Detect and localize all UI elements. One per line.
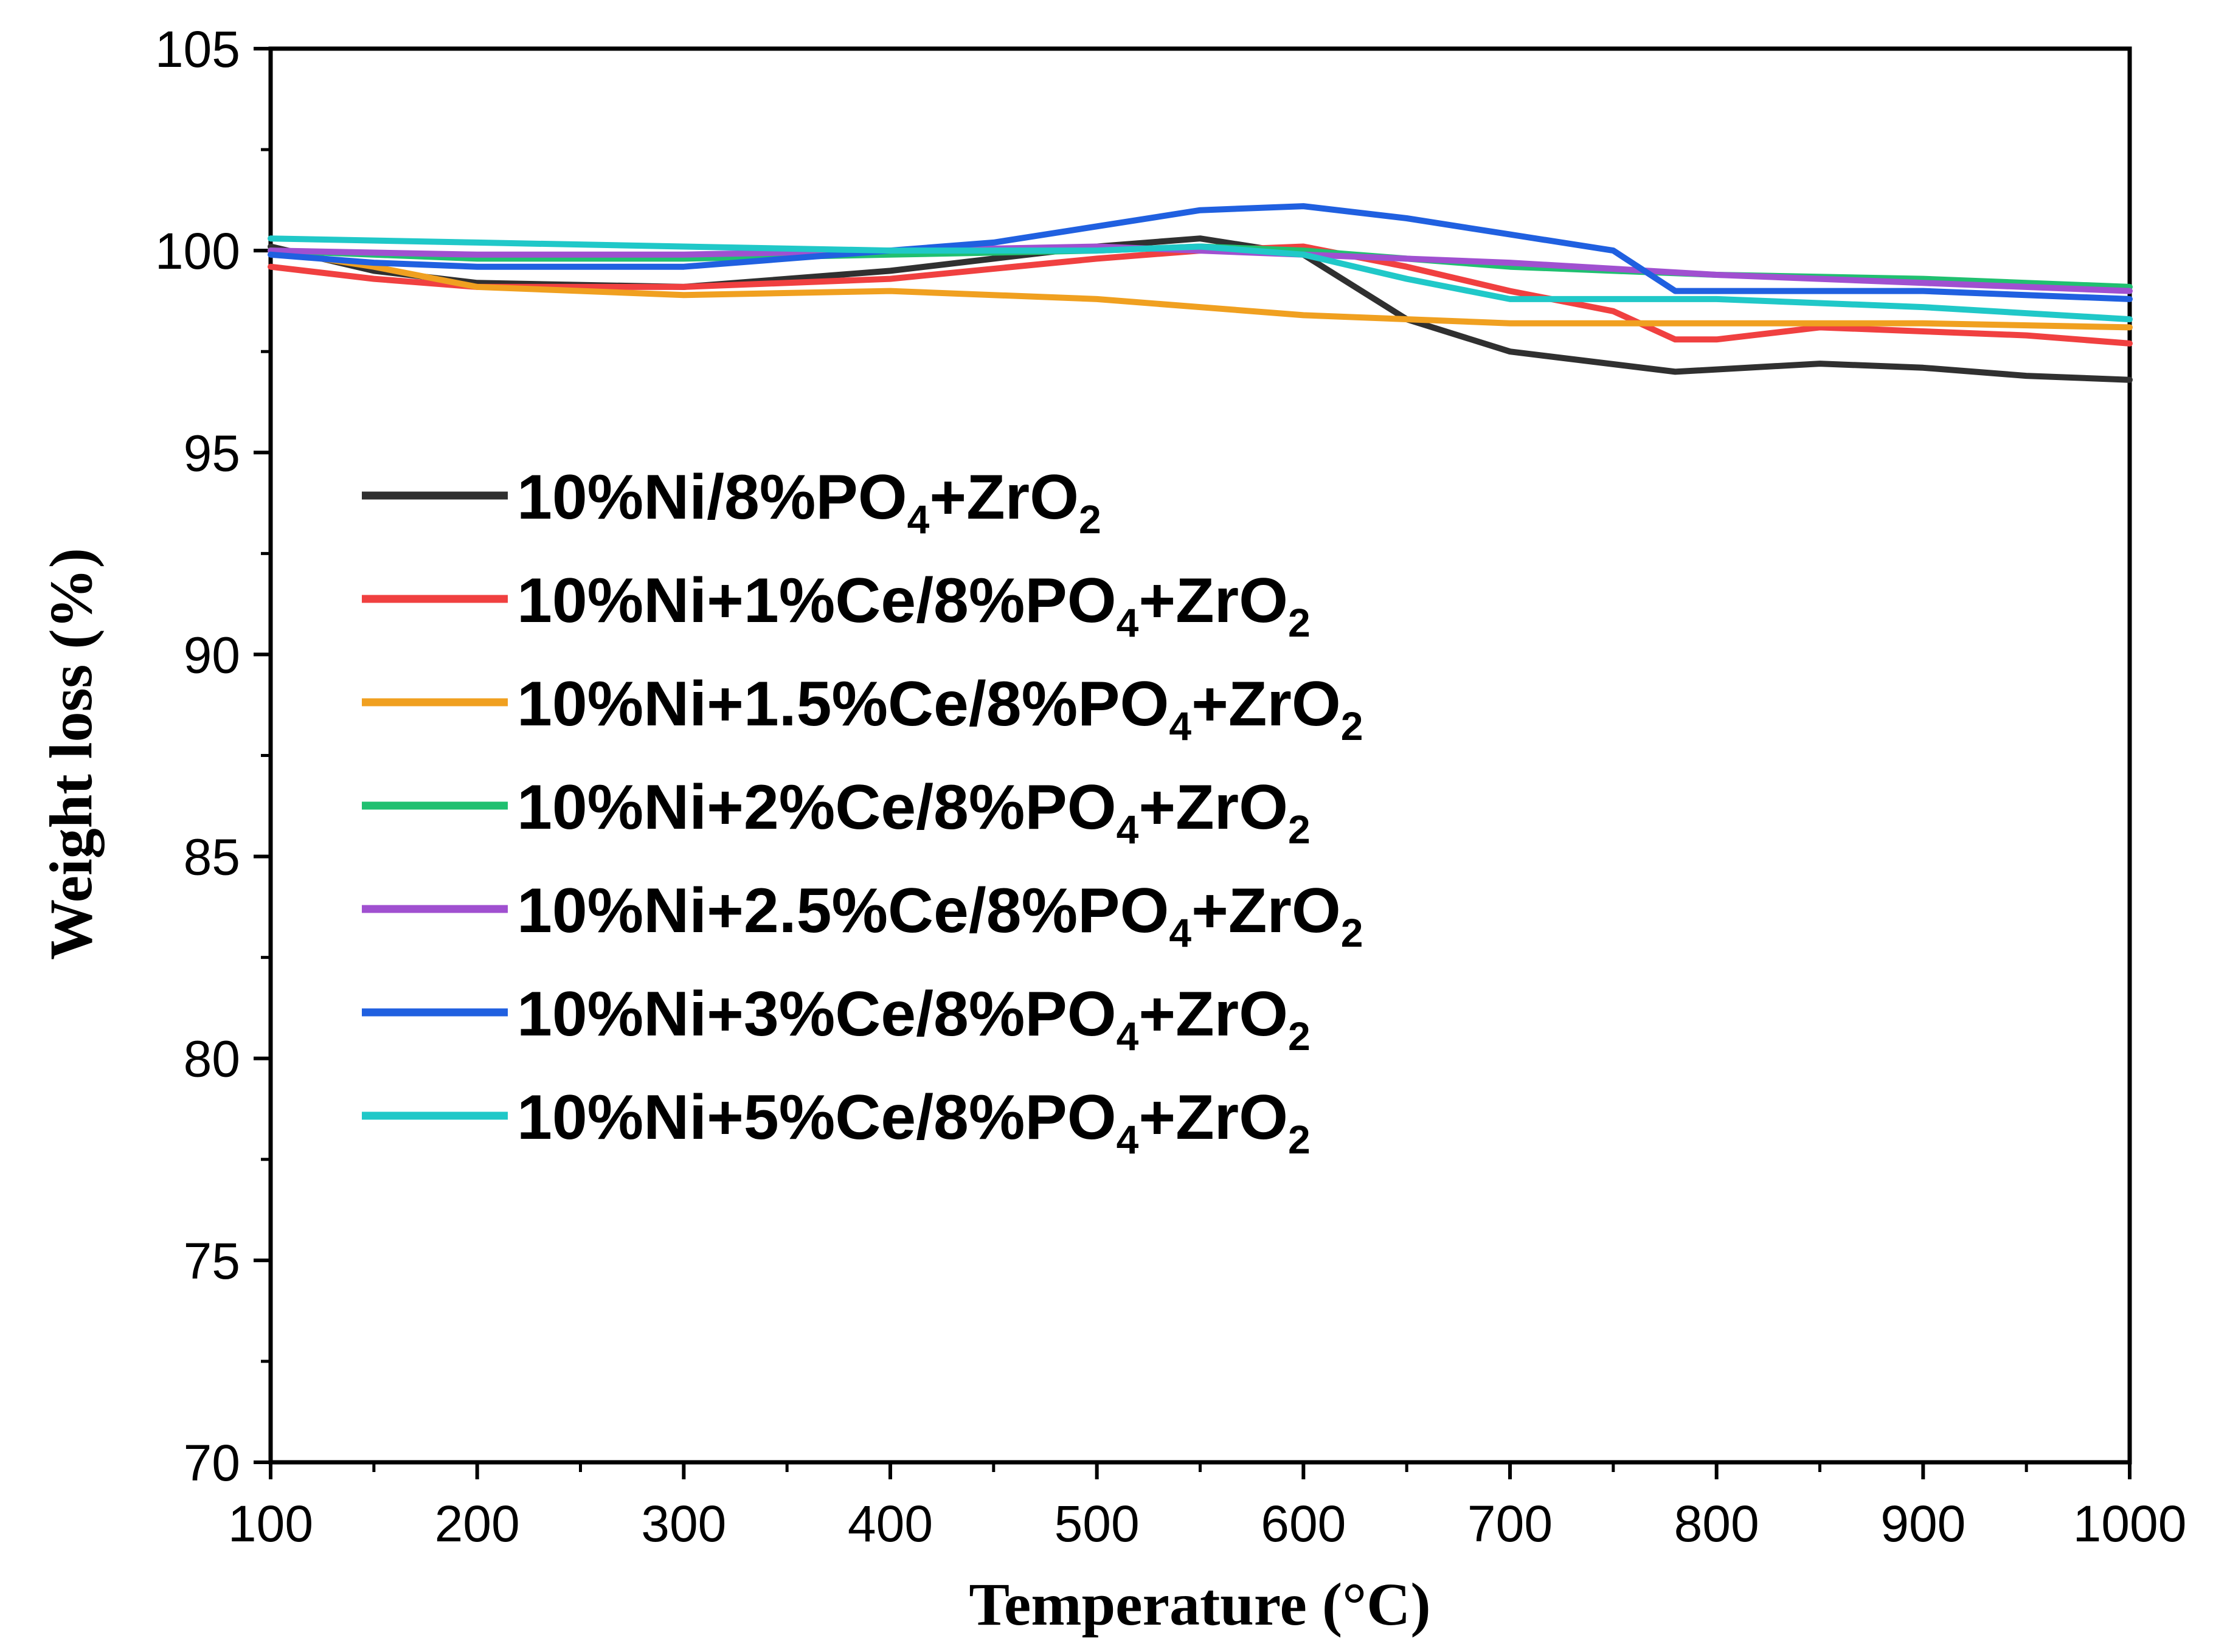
x-tick-label: 1000 — [2073, 1495, 2187, 1552]
y-axis-title: Weight loss (%) — [37, 548, 105, 960]
legend-subscript: 4 — [1117, 807, 1139, 852]
legend-item: 10%Ni+2%Ce/8%PO4+ZrO2 — [362, 772, 1311, 852]
legend-label: 10%Ni+5%Ce/8%PO4+ZrO2 — [517, 1082, 1311, 1162]
legend-text-part: +ZrO — [1138, 565, 1288, 636]
legend-text-part: +ZrO — [1191, 876, 1341, 946]
legend-label: 10%Ni+2.5%Ce/8%PO4+ZrO2 — [517, 876, 1363, 955]
legend-item: 10%Ni+1.5%Ce/8%PO4+ZrO2 — [362, 669, 1363, 748]
series-lines — [268, 203, 2133, 383]
legend-text-part: 10%Ni/8%PO — [517, 462, 907, 533]
legend-text-part: +ZrO — [929, 462, 1079, 533]
legend-label: 10%Ni+3%Ce/8%PO4+ZrO2 — [517, 979, 1311, 1059]
legend-text-part: +ZrO — [1138, 979, 1288, 1049]
legend-subscript: 4 — [1117, 600, 1139, 645]
legend-subscript: 2 — [1079, 497, 1101, 542]
y-tick-labels: 70 75 80 85 90 95 100 105 — [155, 21, 240, 1491]
legend-item: 10%Ni+5%Ce/8%PO4+ZrO2 — [362, 1082, 1311, 1162]
legend-text-part: +ZrO — [1138, 1082, 1288, 1153]
y-tick-label: 75 — [184, 1232, 240, 1290]
legend-subscript: 4 — [1117, 1117, 1139, 1162]
legend-item: 10%Ni+2.5%Ce/8%PO4+ZrO2 — [362, 876, 1363, 955]
legend-label: 10%Ni+2%Ce/8%PO4+ZrO2 — [517, 772, 1311, 852]
legend-text-part: 10%Ni+2%Ce/8%PO — [517, 772, 1117, 843]
legend-subscript: 2 — [1288, 1117, 1311, 1162]
x-axis-title: Temperature (°C) — [969, 1571, 1430, 1638]
y-tick-label: 95 — [184, 424, 240, 482]
series-line — [268, 243, 2133, 347]
legend-label: 10%Ni+1%Ce/8%PO4+ZrO2 — [517, 565, 1311, 645]
legend-subscript: 4 — [907, 497, 930, 542]
x-tick-label: 200 — [435, 1495, 520, 1552]
legend-subscript: 2 — [1341, 910, 1363, 955]
legend-item: 10%Ni+3%Ce/8%PO4+ZrO2 — [362, 979, 1311, 1059]
x-tick-labels: 100 200 300 400 500 600 700 800 900 1000 — [228, 1495, 2187, 1552]
legend-text-part: 10%Ni+1%Ce/8%PO — [517, 565, 1117, 636]
series-line — [268, 243, 2133, 294]
minor-ticks — [261, 148, 2028, 1472]
x-tick-label: 800 — [1674, 1495, 1759, 1552]
legend-text-part: 10%Ni+5%Ce/8%PO — [517, 1082, 1117, 1153]
legend-subscript: 4 — [1169, 703, 1191, 748]
y-tick-label: 90 — [184, 626, 240, 683]
legend-text-part: +ZrO — [1191, 669, 1341, 739]
y-tick-label: 100 — [155, 223, 240, 280]
y-tick-label: 85 — [184, 829, 240, 886]
y-tick-label: 80 — [184, 1031, 240, 1088]
legend-label: 10%Ni/8%PO4+ZrO2 — [517, 462, 1101, 542]
series-line — [268, 235, 2133, 323]
legend-subscript: 2 — [1288, 1014, 1311, 1059]
y-tick-label: 105 — [155, 21, 240, 78]
legend-subscript: 2 — [1288, 807, 1311, 852]
x-tick-label: 300 — [641, 1495, 726, 1552]
series-line — [268, 247, 2133, 331]
legend-text-part: 10%Ni+1.5%Ce/8%PO — [517, 669, 1169, 739]
legend-subscript: 4 — [1169, 910, 1191, 955]
x-tick-label: 900 — [1880, 1495, 1965, 1552]
y-tick-label: 70 — [184, 1434, 240, 1491]
legend-text-part: 10%Ni+2.5%Ce/8%PO — [517, 876, 1169, 946]
x-tick-label: 700 — [1467, 1495, 1553, 1552]
legend-label: 10%Ni+1.5%Ce/8%PO4+ZrO2 — [517, 669, 1363, 748]
x-tick-label: 400 — [848, 1495, 933, 1552]
legend-subscript: 2 — [1341, 703, 1363, 748]
major-ticks — [254, 47, 2132, 1479]
legend: 10%Ni/8%PO4+ZrO210%Ni+1%Ce/8%PO4+ZrO210%… — [362, 462, 1363, 1162]
x-tick-label: 100 — [228, 1495, 313, 1552]
x-tick-label: 600 — [1261, 1495, 1346, 1552]
legend-text-part: +ZrO — [1138, 772, 1288, 843]
legend-subscript: 2 — [1288, 600, 1311, 645]
x-tick-label: 500 — [1055, 1495, 1140, 1552]
series-line — [268, 203, 2133, 302]
legend-item: 10%Ni+1%Ce/8%PO4+ZrO2 — [362, 565, 1311, 645]
legend-text-part: 10%Ni+3%Ce/8%PO — [517, 979, 1117, 1049]
legend-subscript: 4 — [1117, 1014, 1139, 1059]
legend-item: 10%Ni/8%PO4+ZrO2 — [362, 462, 1101, 542]
